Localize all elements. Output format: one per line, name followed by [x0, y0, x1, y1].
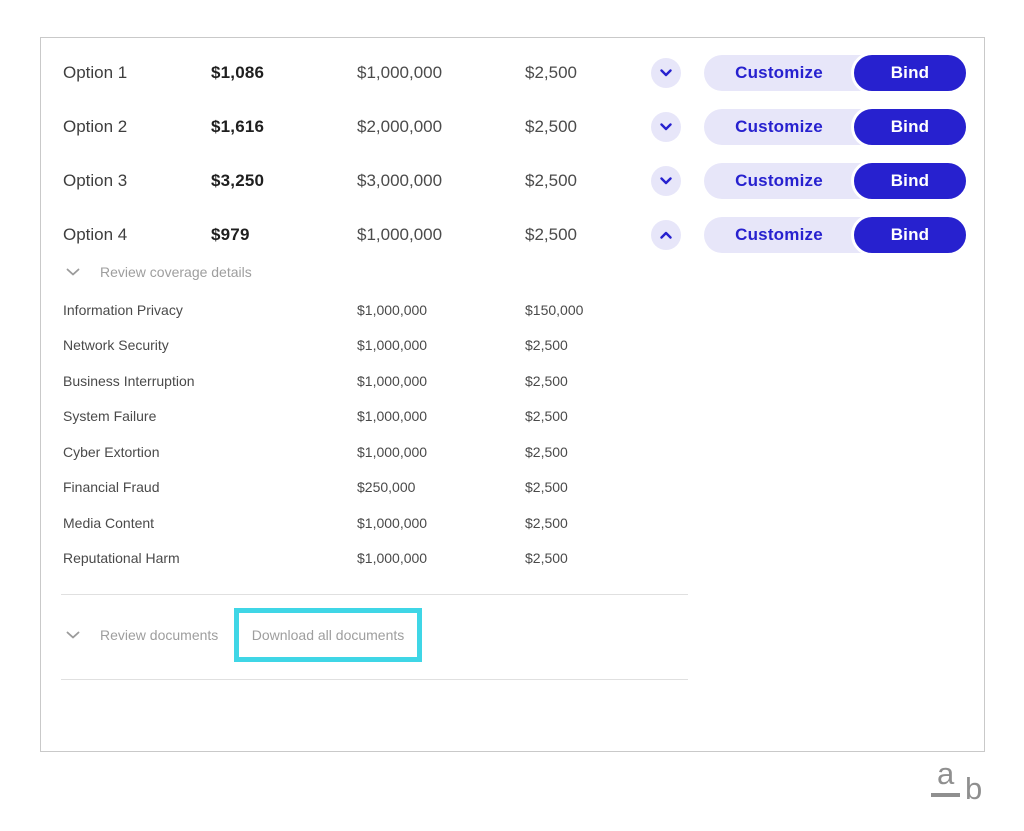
download-highlight-box: Download all documents: [234, 608, 422, 662]
option-premium: $979: [211, 225, 250, 244]
option-premium: $3,250: [211, 171, 265, 190]
option-2-expand-button[interactable]: [651, 112, 681, 142]
coverage-limit: $1,000,000: [357, 408, 428, 425]
option-name: Option 4: [63, 225, 128, 244]
logo-letter-b: b: [965, 771, 983, 806]
option-actions: Customize Bind: [704, 160, 969, 202]
option-actions: Customize Bind: [704, 52, 969, 94]
coverage-name: Reputational Harm: [63, 550, 180, 567]
option-premium: $1,086: [211, 63, 265, 82]
options-list: Option 1 $1,086 $1,000,000 $2,500 Custom…: [41, 38, 984, 262]
option-row-4: Option 4 $979 $1,000,000 $2,500 Customiz…: [41, 208, 984, 262]
customize-button[interactable]: Customize: [704, 55, 854, 91]
coverage-deductible: $2,500: [525, 408, 568, 425]
coverage-limit: $1,000,000: [357, 372, 428, 389]
chevron-down-icon[interactable]: [66, 268, 80, 276]
divider: [61, 594, 688, 595]
chevron-up-icon: [660, 231, 672, 239]
coverage-name: Business Interruption: [63, 372, 195, 389]
option-1-expand-button[interactable]: [651, 58, 681, 88]
download-all-documents-link[interactable]: Download all documents: [251, 627, 405, 643]
chevron-down-icon: [660, 123, 672, 131]
coverage-row: Financial Fraud $250,000 $2,500: [41, 470, 984, 506]
coverage-name: Cyber Extortion: [63, 443, 160, 460]
divider: [61, 679, 688, 680]
option-4-collapse-button[interactable]: [651, 220, 681, 250]
option-limit: $1,000,000: [357, 63, 443, 82]
coverage-limit: $1,000,000: [357, 550, 428, 567]
coverage-details-toggle[interactable]: Review coverage details: [41, 262, 984, 282]
option-deductible: $2,500: [525, 117, 577, 136]
coverage-details-list: Information Privacy $1,000,000 $150,000 …: [41, 292, 984, 576]
coverage-name: Information Privacy: [63, 301, 183, 318]
documents-row: Review documents Download all documents: [41, 608, 984, 662]
option-actions: Customize Bind: [704, 106, 969, 148]
coverage-limit: $1,000,000: [357, 337, 428, 354]
option-name: Option 3: [63, 171, 128, 190]
bind-button[interactable]: Bind: [851, 52, 969, 94]
coverage-name: Media Content: [63, 514, 155, 531]
chevron-down-icon: [660, 177, 672, 185]
coverage-row: Reputational Harm $1,000,000 $2,500: [41, 541, 984, 577]
chevron-down-icon[interactable]: [66, 631, 80, 639]
option-row-2: Option 2 $1,616 $2,000,000 $2,500 Custom…: [41, 100, 984, 154]
coverage-deductible: $2,500: [525, 337, 568, 354]
review-documents-toggle-label[interactable]: Review documents: [100, 627, 219, 643]
chevron-down-icon: [660, 69, 672, 77]
option-3-expand-button[interactable]: [651, 166, 681, 196]
option-limit: $1,000,000: [357, 225, 443, 244]
option-limit: $2,000,000: [357, 117, 443, 136]
customize-button[interactable]: Customize: [704, 217, 854, 253]
option-row-1: Option 1 $1,086 $1,000,000 $2,500 Custom…: [41, 46, 984, 100]
coverage-deductible: $150,000: [525, 301, 584, 318]
coverage-details-toggle-label[interactable]: Review coverage details: [100, 264, 252, 280]
coverage-limit: $1,000,000: [357, 443, 428, 460]
bind-button[interactable]: Bind: [851, 214, 969, 256]
bind-button[interactable]: Bind: [851, 106, 969, 148]
bind-button[interactable]: Bind: [851, 160, 969, 202]
coverage-deductible: $2,500: [525, 514, 568, 531]
coverage-deductible: $2,500: [525, 443, 568, 460]
coverage-limit: $250,000: [357, 479, 416, 496]
option-deductible: $2,500: [525, 171, 577, 190]
coverage-row: Business Interruption $1,000,000 $2,500: [41, 363, 984, 399]
coverage-row: Network Security $1,000,000 $2,500: [41, 328, 984, 364]
coverage-row: System Failure $1,000,000 $2,500: [41, 399, 984, 435]
option-row-3: Option 3 $3,250 $3,000,000 $2,500 Custom…: [41, 154, 984, 208]
coverage-name: System Failure: [63, 408, 157, 425]
coverage-row: Media Content $1,000,000 $2,500: [41, 505, 984, 541]
coverage-name: Financial Fraud: [63, 479, 160, 496]
logo-dash: [931, 793, 960, 797]
coverage-name: Network Security: [63, 337, 169, 354]
option-deductible: $2,500: [525, 225, 577, 244]
option-actions: Customize Bind: [704, 214, 969, 256]
quote-options-card: Option 1 $1,086 $1,000,000 $2,500 Custom…: [40, 37, 985, 752]
coverage-limit: $1,000,000: [357, 514, 428, 531]
coverage-row: Information Privacy $1,000,000 $150,000: [41, 292, 984, 328]
option-name: Option 1: [63, 63, 128, 82]
coverage-deductible: $2,500: [525, 479, 568, 496]
ab-brand-logo: a b: [931, 756, 991, 818]
option-name: Option 2: [63, 117, 128, 136]
option-limit: $3,000,000: [357, 171, 443, 190]
coverage-deductible: $2,500: [525, 372, 568, 389]
coverage-row: Cyber Extortion $1,000,000 $2,500: [41, 434, 984, 470]
customize-button[interactable]: Customize: [704, 163, 854, 199]
coverage-deductible: $2,500: [525, 550, 568, 567]
option-premium: $1,616: [211, 117, 265, 136]
logo-letter-a: a: [937, 756, 955, 791]
option-deductible: $2,500: [525, 63, 577, 82]
coverage-limit: $1,000,000: [357, 301, 428, 318]
customize-button[interactable]: Customize: [704, 109, 854, 145]
